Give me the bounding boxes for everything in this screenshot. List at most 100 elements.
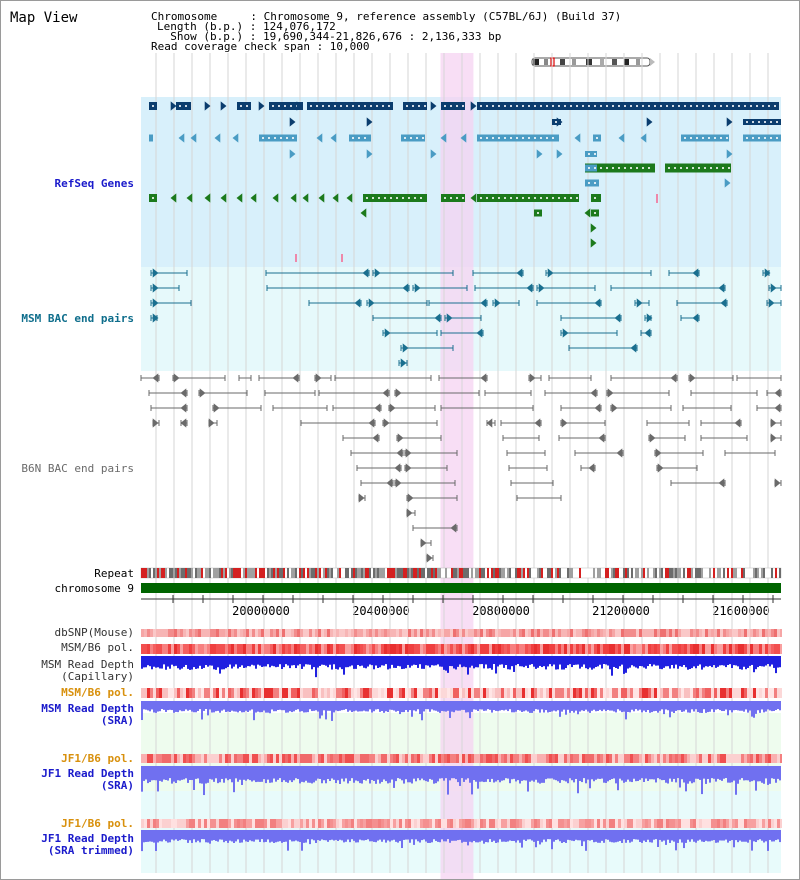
track-label-repeat[interactable]: Repeat bbox=[94, 567, 134, 580]
read-depth-bar bbox=[189, 656, 191, 670]
track-label-jf1-b6-pol[interactable]: JF1/B6 pol. bbox=[61, 752, 134, 765]
track-label-msm-b6-pol-2[interactable]: MSM/B6 pol. bbox=[61, 686, 134, 699]
read-depth-bar bbox=[775, 656, 777, 674]
read-depth-bar bbox=[527, 656, 529, 669]
polymorphism-heat-cell bbox=[762, 644, 765, 654]
polymorphism-heat-cell bbox=[606, 688, 609, 698]
repeat-element bbox=[741, 568, 743, 578]
polymorphism-heat-cell bbox=[444, 688, 447, 698]
polymorphism-heat-cell bbox=[591, 644, 594, 654]
track-label-dbsnp[interactable]: dbSNP(Mouse) bbox=[54, 626, 134, 639]
polymorphism-heat-cell bbox=[747, 644, 750, 654]
read-depth-bar bbox=[521, 656, 523, 667]
read-depth-bar bbox=[269, 656, 271, 668]
repeat-element bbox=[361, 568, 363, 578]
track-label-msm-depth-sra[interactable]: MSM Read Depth bbox=[41, 702, 134, 715]
read-depth-bar bbox=[287, 701, 289, 713]
read-depth-bar bbox=[407, 701, 409, 712]
track-label-msm-depth-cap[interactable]: MSM Read Depth bbox=[41, 658, 134, 671]
polymorphism-heat-cell bbox=[594, 688, 597, 698]
gene-strand-arrow bbox=[689, 373, 696, 383]
polymorphism-heat-cell bbox=[210, 688, 213, 698]
repeat-element bbox=[731, 568, 733, 578]
repeat-element bbox=[275, 568, 277, 578]
polymorphism-heat-cell bbox=[567, 644, 570, 654]
read-depth-bar bbox=[397, 656, 399, 666]
repeat-element bbox=[631, 568, 633, 578]
polymorphism-heat-cell bbox=[180, 644, 183, 654]
read-depth-bar bbox=[525, 701, 527, 711]
repeat-element bbox=[323, 568, 325, 578]
read-depth-bar bbox=[545, 656, 547, 670]
polymorphism-heat-cell bbox=[336, 688, 339, 698]
repeat-element bbox=[779, 568, 781, 578]
polymorphism-heat-cell bbox=[315, 629, 318, 637]
polymorphism-heat-cell bbox=[435, 644, 438, 654]
repeat-element bbox=[541, 568, 543, 578]
read-depth-bar bbox=[645, 656, 647, 669]
polymorphism-heat-cell bbox=[141, 688, 144, 698]
polymorphism-heat-cell bbox=[579, 629, 582, 637]
repeat-element bbox=[235, 568, 237, 578]
read-depth-bar bbox=[377, 701, 379, 710]
polymorphism-heat-cell bbox=[426, 644, 429, 654]
polymorphism-heat-cell bbox=[759, 688, 762, 698]
repeat-element bbox=[155, 568, 157, 578]
gene-strand-arrow bbox=[480, 373, 487, 383]
polymorphism-heat-cell bbox=[201, 644, 204, 654]
polymorphism-heat-cell bbox=[690, 644, 693, 654]
track-label-b6n-bac[interactable]: B6N BAC end pairs bbox=[21, 462, 134, 475]
polymorphism-heat-cell bbox=[669, 644, 672, 654]
polymorphism-heat-cell bbox=[771, 629, 774, 637]
read-depth-bar bbox=[599, 701, 601, 710]
repeat-element bbox=[293, 568, 295, 578]
polymorphism-heat-cell bbox=[627, 629, 630, 637]
read-depth-bar bbox=[417, 701, 419, 710]
track-label-jf1-depth-trim[interactable]: JF1 Read Depth bbox=[41, 832, 134, 845]
polymorphism-heat-cell bbox=[441, 688, 444, 698]
repeat-element bbox=[179, 568, 181, 578]
polymorphism-heat-cell bbox=[378, 629, 381, 637]
polymorphism-heat-cell bbox=[570, 629, 573, 637]
gene-strand-arrow bbox=[590, 388, 597, 398]
polymorphism-heat-cell bbox=[408, 644, 411, 654]
read-depth-bar bbox=[761, 656, 763, 667]
repeat-element bbox=[271, 568, 273, 578]
gene-strand-arrow bbox=[405, 463, 412, 473]
track-label-msm-bac[interactable]: MSM BAC end pairs bbox=[21, 312, 134, 325]
read-depth-bar bbox=[295, 656, 297, 669]
track-label-refseq[interactable]: RefSeq Genes bbox=[54, 177, 134, 190]
read-depth-bar bbox=[567, 656, 569, 666]
polymorphism-heat-cell bbox=[180, 688, 183, 698]
repeat-element bbox=[579, 568, 581, 578]
polymorphism-heat-cell bbox=[567, 688, 570, 698]
read-depth-bar bbox=[373, 656, 375, 670]
polymorphism-heat-cell bbox=[699, 644, 702, 654]
read-depth-bar bbox=[525, 656, 527, 666]
track-label-jf1-b6-pol-2[interactable]: JF1/B6 pol. bbox=[61, 817, 134, 830]
polymorphism-heat-cell bbox=[585, 688, 588, 698]
gene-strand-arrow bbox=[374, 403, 381, 413]
repeat-element bbox=[389, 568, 391, 578]
repeat-element bbox=[375, 568, 377, 578]
read-depth-bar bbox=[591, 701, 593, 711]
track-label-msm-b6-pol[interactable]: MSM/B6 pol. bbox=[61, 641, 134, 654]
repeat-element bbox=[671, 568, 673, 578]
repeat-element bbox=[637, 568, 639, 578]
polymorphism-heat-cell bbox=[189, 629, 192, 637]
polymorphism-heat-cell bbox=[369, 688, 372, 698]
repeat-element bbox=[301, 568, 303, 578]
polymorphism-heat-cell bbox=[264, 629, 267, 637]
repeat-element bbox=[195, 568, 197, 578]
track-label-jf1-depth-sra[interactable]: JF1 Read Depth bbox=[41, 767, 134, 780]
repeat-element bbox=[697, 568, 699, 578]
read-depth-bar bbox=[457, 656, 459, 667]
read-depth-bar bbox=[657, 656, 659, 666]
chromosome-ideogram[interactable] bbox=[530, 53, 656, 67]
polymorphism-heat-cell bbox=[327, 688, 330, 698]
read-depth-bar bbox=[693, 701, 695, 712]
polymorphism-heat-cell bbox=[342, 629, 345, 637]
polymorphism-heat-cell bbox=[294, 629, 297, 637]
track-label-chromosome[interactable]: chromosome 9 bbox=[54, 582, 134, 595]
read-depth-bar bbox=[145, 656, 147, 668]
